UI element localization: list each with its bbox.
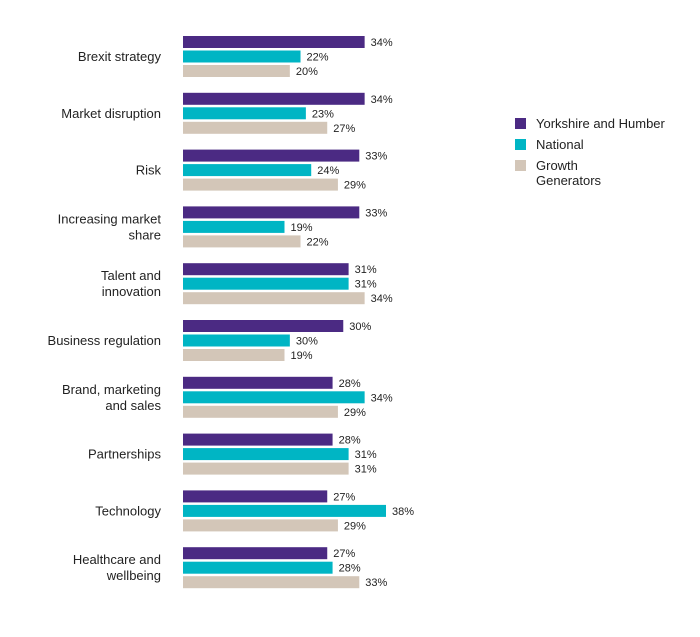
value-label-partnerships-national: 31% [355,449,377,461]
bar-healthcare-and-wellbeing-national [183,561,333,574]
value-label-talent-and-innovation-growth-generators: 34% [371,293,393,305]
bar-market-disruption-national [183,107,306,120]
legend-label: Growth Generators [536,158,601,188]
legend-label-line: Generators [536,173,602,188]
category-labels-group: Brexit strategy Market disruption Risk Incr… [48,49,162,583]
value-label-brand-marketing-and-sales-growth-generators: 29% [344,407,366,419]
value-label-healthcare-and-wellbeing-national: 28% [339,563,361,575]
value-label-partnerships-growth-generators: 31% [355,464,377,476]
bar-increasing-market-share-national [183,220,285,233]
bar-brexit-strategy-growth-generators [183,65,290,77]
bar-technology-national [183,504,386,517]
category-label-talent-and-innovation-line-2: innovation [102,284,161,299]
bar-brand-marketing-and-sales-national [183,391,365,404]
value-label-brexit-strategy-national: 22% [307,52,329,64]
legend-swatch [515,160,526,171]
bar-technology-growth-generators [183,519,338,532]
value-label-technology-yorkshire-and-humber: 27% [333,491,355,503]
legend-label-line: Growth [536,158,578,173]
value-label-increasing-market-share-yorkshire-and-humber: 33% [365,207,387,219]
value-label-business-regulation-growth-generators: 19% [291,350,313,362]
bar-market-disruption-growth-generators [183,121,328,134]
bar-risk-growth-generators [183,178,338,191]
bar-business-regulation-growth-generators [183,349,285,361]
bar-risk-national [183,164,312,177]
value-label-brexit-strategy-yorkshire-and-humber: 34% [371,37,393,49]
value-label-business-regulation-national: 30% [296,336,318,348]
legend-swatch [515,139,526,150]
value-label-risk-yorkshire-and-humber: 33% [365,151,387,163]
category-label-increasing-market-share-line-2: share [128,227,161,242]
legend-item-growth-generators: Growth Generators [515,158,695,188]
legend-label: National [536,137,584,152]
value-label-technology-growth-generators: 29% [344,520,366,532]
bar-partnerships-growth-generators [183,462,349,475]
category-label-business-regulation: Business regulation [48,333,161,348]
value-label-risk-growth-generators: 29% [344,180,366,192]
legend-item-yorkshire-and-humber: Yorkshire and Humber [515,116,695,131]
value-label-healthcare-and-wellbeing-growth-generators: 33% [365,577,387,589]
category-label-partnerships: Partnerships [88,447,161,462]
bar-risk-yorkshire-and-humber [183,149,360,162]
bar-technology-yorkshire-and-humber [183,490,328,503]
bar-brand-marketing-and-sales-growth-generators [183,405,338,418]
value-label-increasing-market-share-growth-generators: 22% [307,236,329,248]
bar-healthcare-and-wellbeing-yorkshire-and-humber [183,547,328,560]
bar-brexit-strategy-yorkshire-and-humber [183,36,365,48]
value-labels-group: 34% 22% 20% 34% 23% 27% 33% 24% 29% 33% 19% 22% 31% 3… [291,37,415,589]
category-label-talent-and-innovation-line-1: Talent and [101,268,161,283]
bar-business-regulation-national [183,334,290,347]
value-label-talent-and-innovation-national: 31% [355,279,377,291]
bar-business-regulation-yorkshire-and-humber [183,320,344,332]
chart-legend: Yorkshire and Humber National Growth Genera… [515,116,695,194]
legend-label-line: Yorkshire and Humber [536,116,665,131]
category-label-risk: Risk [136,163,162,178]
value-label-market-disruption-growth-generators: 27% [333,123,355,135]
category-label-healthcare-and-wellbeing-line-2: wellbeing [106,568,161,583]
value-label-brand-marketing-and-sales-national: 34% [371,392,393,404]
bar-talent-and-innovation-yorkshire-and-humber [183,263,349,276]
value-label-business-regulation-yorkshire-and-humber: 30% [349,321,371,333]
bar-market-disruption-yorkshire-and-humber [183,92,365,105]
category-label-technology: Technology [95,503,161,518]
bar-partnerships-national [183,448,349,461]
category-label-increasing-market-share-line-1: Increasing market [58,211,162,226]
bar-talent-and-innovation-national [183,277,349,290]
bar-talent-and-innovation-growth-generators [183,292,365,305]
value-label-risk-national: 24% [317,165,339,177]
legend-swatch [515,118,526,129]
value-label-healthcare-and-wellbeing-yorkshire-and-humber: 27% [333,548,355,560]
value-label-brand-marketing-and-sales-yorkshire-and-humber: 28% [339,378,361,390]
value-label-partnerships-yorkshire-and-humber: 28% [339,435,361,447]
value-label-market-disruption-yorkshire-and-humber: 34% [371,94,393,106]
bars-group [183,36,386,589]
category-label-healthcare-and-wellbeing-line-1: Healthcare and [73,552,161,567]
legend-label-line: National [536,137,584,152]
value-label-brexit-strategy-growth-generators: 20% [296,66,318,78]
bar-brexit-strategy-national [183,50,301,63]
value-label-technology-national: 38% [392,506,414,518]
bar-brand-marketing-and-sales-yorkshire-and-humber [183,376,333,389]
bar-healthcare-and-wellbeing-growth-generators [183,576,360,589]
category-label-brand-marketing-and-sales-line-1: Brand, marketing [62,382,161,397]
value-label-talent-and-innovation-yorkshire-and-humber: 31% [355,264,377,276]
value-label-market-disruption-national: 23% [312,108,334,120]
bar-increasing-market-share-growth-generators [183,235,301,248]
bar-partnerships-yorkshire-and-humber [183,433,333,446]
legend-item-national: National [515,137,695,152]
category-label-market-disruption: Market disruption [61,106,161,121]
legend-label: Yorkshire and Humber [536,116,665,131]
category-label-brand-marketing-and-sales-line-2: and sales [105,398,161,413]
category-label-brexit-strategy: Brexit strategy [78,49,162,64]
value-label-increasing-market-share-national: 19% [291,222,313,234]
bar-increasing-market-share-yorkshire-and-humber [183,206,360,219]
